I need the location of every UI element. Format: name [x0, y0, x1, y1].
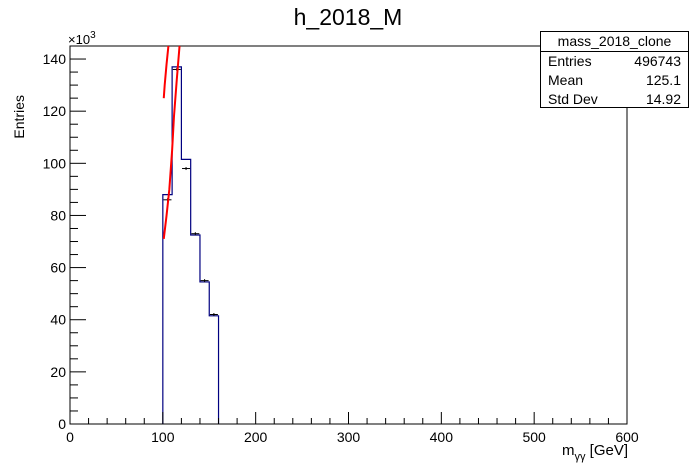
stats-row-entries: Entries 496743	[541, 52, 688, 71]
x-tick-label: 600	[615, 429, 639, 445]
stats-label: Std Dev	[548, 91, 598, 107]
histogram-bin	[200, 282, 209, 424]
data-point	[200, 279, 209, 283]
data-point	[182, 167, 191, 171]
stats-box: mass_2018_clone Entries 496743 Mean 125.…	[540, 31, 689, 108]
y-multiplier-label: ×103	[68, 30, 96, 47]
chart-title: h_2018_M	[293, 4, 403, 30]
x-tick-label: 100	[151, 429, 175, 445]
data-point	[191, 232, 200, 236]
y-tick-label: 60	[50, 260, 66, 276]
y-tick-label: 120	[43, 103, 67, 119]
histogram-bin	[209, 316, 218, 424]
histogram-series	[162, 66, 220, 424]
y-tick-label: 80	[50, 207, 66, 223]
x-axis-label: mγγ [GeV]	[562, 442, 628, 463]
stats-row-mean: Mean 125.1	[541, 71, 688, 90]
histogram-bin	[191, 235, 200, 424]
stats-value: 14.92	[645, 91, 681, 107]
x-tick-label: 0	[66, 429, 74, 445]
x-tick-label: 200	[244, 429, 268, 445]
x-tick-label: 300	[337, 429, 361, 445]
y-tick-label: 140	[43, 51, 67, 67]
y-tick-label: 40	[50, 312, 66, 328]
y-tick-label: 20	[50, 364, 66, 380]
y-axis-label: Entries	[11, 95, 27, 139]
stats-value: 125.1	[645, 72, 681, 88]
fit-curve	[162, 45, 181, 240]
stats-box-name: mass_2018_clone	[541, 32, 688, 52]
y-tick-label: 0	[58, 416, 66, 432]
x-tick-label: 500	[522, 429, 546, 445]
data-point	[209, 313, 218, 317]
y-tick-label: 100	[43, 155, 67, 171]
fit-curve	[162, 45, 170, 99]
stats-value: 496743	[634, 53, 681, 69]
x-tick-label: 400	[430, 429, 454, 445]
stats-label: Mean	[548, 72, 584, 88]
histogram-bin	[181, 159, 190, 424]
stats-label: Entries	[548, 53, 592, 69]
stats-row-stddev: Std Dev 14.92	[541, 90, 688, 109]
